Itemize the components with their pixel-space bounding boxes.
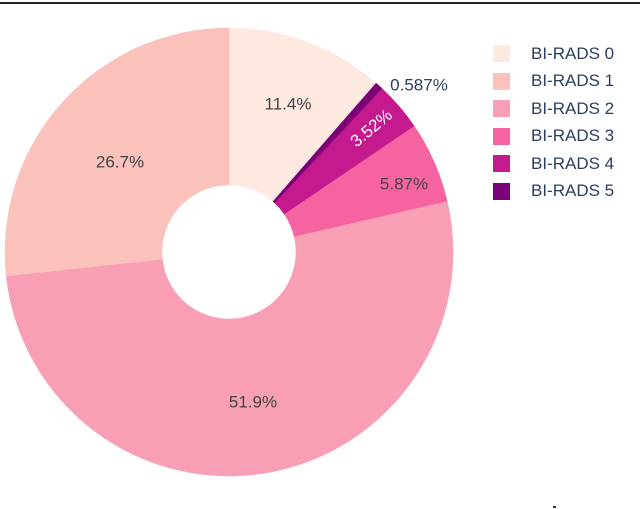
legend-swatch-icon	[493, 182, 510, 200]
pie-slice-bi-rads-1[interactable]	[4, 27, 230, 277]
legend-swatch-icon	[493, 100, 510, 118]
top-border-line	[0, 2, 640, 4]
slice-label-bi-rads-5: 0.587%	[390, 75, 448, 94]
legend-label: BI-RADS 2	[531, 98, 615, 118]
stray-mark	[553, 506, 556, 508]
slice-label-bi-rads-2: 51.9%	[229, 392, 277, 411]
legend-label: BI-RADS 3	[531, 126, 615, 146]
slice-label-bi-rads-1: 26.7%	[96, 152, 144, 171]
legend-swatch-icon	[493, 127, 510, 145]
legend-label: BI-RADS 0	[531, 43, 615, 63]
legend-item-birads-2[interactable]: BI-RADS 2	[493, 95, 614, 123]
pie-slice-bi-rads-2[interactable]	[6, 201, 454, 477]
legend-label: BI-RADS 4	[531, 153, 615, 173]
donut-chart: 11.4%0.587%3.52%5.87%51.9%26.7%	[4, 27, 454, 477]
legend-item-birads-3[interactable]: BI-RADS 3	[493, 123, 614, 151]
legend-item-birads-4[interactable]: BI-RADS 4	[493, 150, 614, 178]
legend-swatch-icon	[493, 45, 510, 63]
legend-label: BI-RADS 1	[531, 71, 615, 91]
legend-item-birads-1[interactable]: BI-RADS 1	[493, 68, 614, 96]
legend-label: BI-RADS 5	[531, 181, 615, 201]
legend-swatch-icon	[493, 72, 510, 90]
legend-item-birads-0[interactable]: BI-RADS 0	[493, 40, 614, 68]
slice-label-bi-rads-3: 5.87%	[380, 174, 428, 193]
legend: BI-RADS 0 BI-RADS 1 BI-RADS 2 BI-RADS 3 …	[493, 40, 614, 205]
legend-item-birads-5[interactable]: BI-RADS 5	[493, 178, 614, 206]
legend-swatch-icon	[493, 155, 510, 173]
slice-label-bi-rads-0: 11.4%	[265, 94, 312, 113]
pie-slice-bi-rads-0[interactable]	[228, 27, 377, 202]
